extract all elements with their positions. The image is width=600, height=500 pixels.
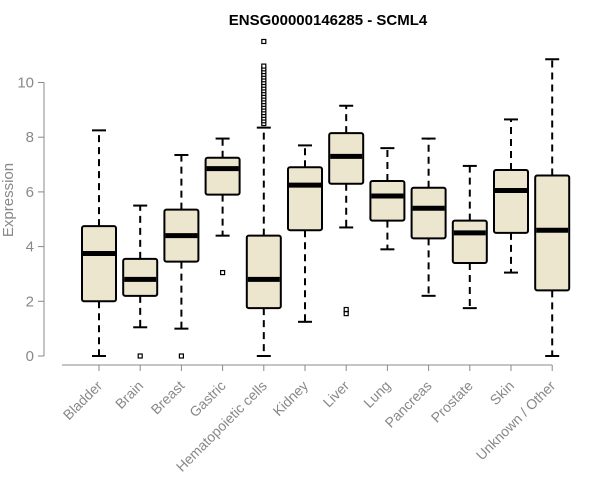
y-tick-label: 2 [26,293,34,310]
chart-title: ENSG00000146285 - SCML4 [229,12,428,29]
outlier-point [178,353,184,359]
box-lung [369,147,406,251]
box-prostate [451,164,488,310]
y-tick-label: 4 [26,239,34,256]
y-tick-label: 10 [17,75,34,92]
x-tick-label: Lung [360,377,393,410]
x-tick-label: Skin [487,377,518,408]
box-kidney [287,144,323,323]
y-tick-label: 6 [26,184,34,201]
x-tick-label: Kidney [270,377,312,419]
box-pancreas [410,137,447,297]
x-tick-label: Brain [112,377,146,411]
iqr-box [245,234,282,310]
box-unknown-other [534,58,571,357]
box-hematopoietic-cells [245,38,282,357]
x-tick-label: Bladder [60,377,106,423]
iqr-box [287,166,323,232]
x-tick-label: Prostate [428,377,476,425]
box-skin [493,118,529,274]
box-liver [328,104,365,317]
box-gastric [204,137,241,276]
outlier-point [137,353,143,359]
iqr-box [534,174,571,292]
outlier-point [261,38,267,45]
iqr-box [451,219,488,265]
x-tick-label: Breast [148,377,188,417]
x-tick-label: Liver [320,377,353,410]
iqr-box [81,225,117,303]
boxes-group [81,38,571,359]
y-tick-label: 8 [26,129,34,146]
iqr-box [204,156,241,196]
iqr-box [369,179,406,222]
outlier-point [343,311,349,317]
outlier-point [343,306,349,313]
outlier-point [261,63,267,69]
outlier-point [220,269,226,276]
iqr-box [493,169,529,234]
y-tick-label: 0 [26,348,34,365]
y-axis: 0 2 4 6 8 10 [17,75,45,365]
iqr-box [410,186,447,240]
box-brain [122,204,159,359]
box-breast [163,153,200,359]
y-axis-label: Expression [0,163,17,237]
box-bladder [81,129,117,357]
